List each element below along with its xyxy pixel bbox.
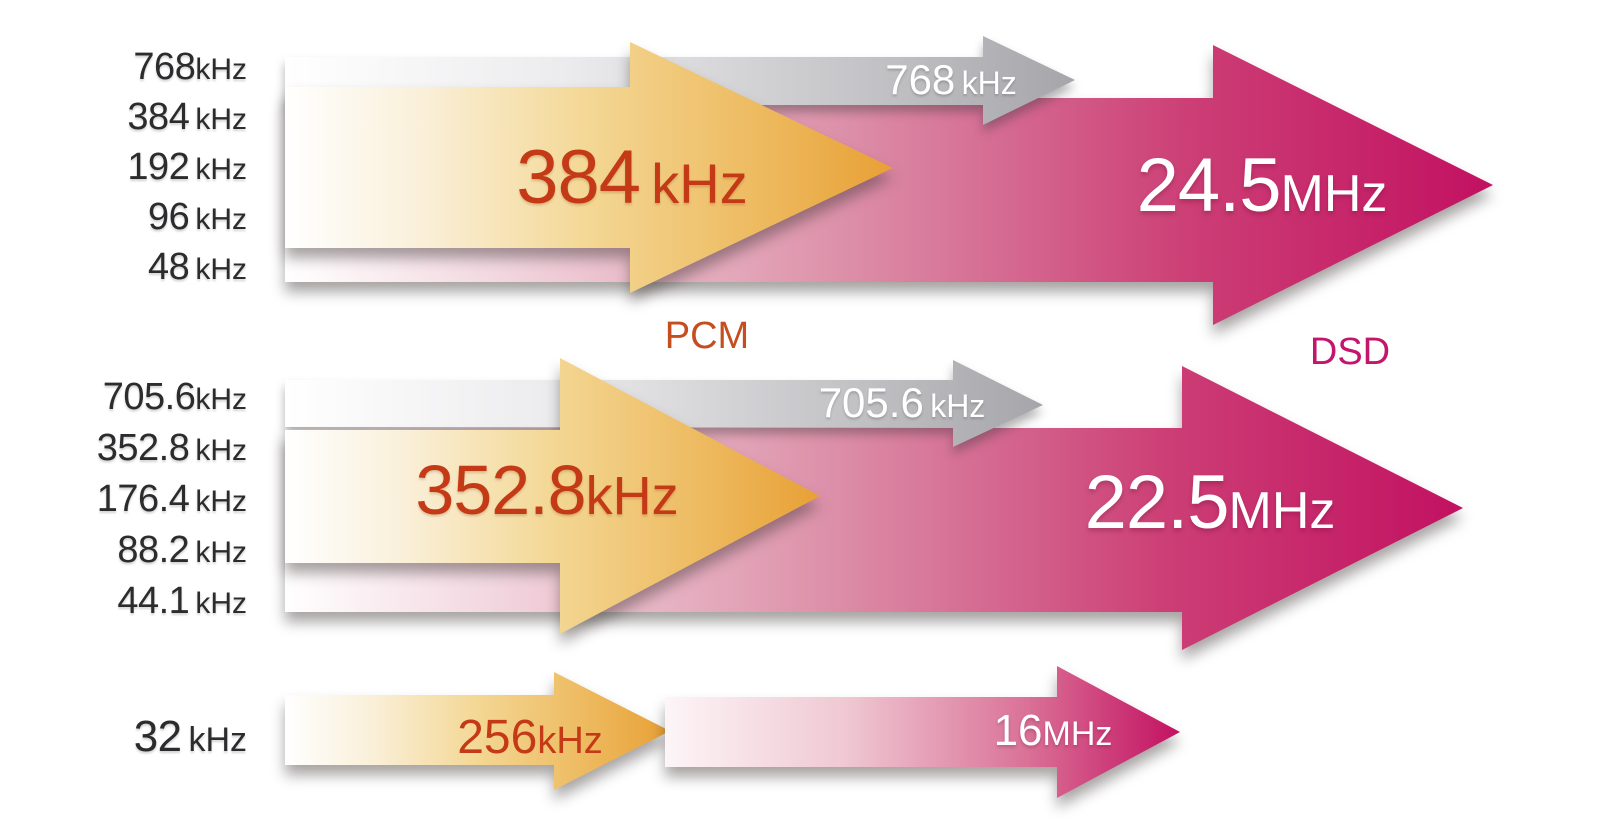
dsd-rate-label-16mhz: 16MHz: [993, 706, 1113, 755]
scale-label-96khz: 96 kHz: [148, 196, 247, 238]
dsd-rate-label-24-5mhz: 24.5MHz: [1136, 143, 1388, 228]
scale-label-48khz: 48 kHz: [148, 246, 247, 288]
legend-pcm: PCM: [664, 315, 750, 357]
scale-48khz-family: 768kHz 384 kHz 192 kHz 96 kHz 48 kHz: [0, 42, 247, 292]
scale-label-705-6khz: 705.6kHz: [102, 376, 247, 418]
scale-44-1khz-family: 705.6kHz 352.8 kHz 176.4 kHz 88.2 kHz 44.1 k…: [0, 372, 247, 627]
pcm-rate-label-256khz: 256kHz: [457, 711, 603, 764]
input-rate-label-705-6khz: 705.6 kHz: [818, 379, 986, 426]
legend-dsd: DSD: [1309, 331, 1391, 373]
input-rate-label-768khz: 768 kHz: [885, 56, 1017, 103]
scale-label-44-1khz: 44.1 kHz: [117, 580, 247, 622]
scale-label-768khz: 768kHz: [133, 46, 247, 88]
scale-label-32khz: 32 kHz: [133, 712, 247, 761]
scale-label-384khz: 384 kHz: [127, 96, 247, 138]
pcm-rate-label-352-8khz: 352.8kHz: [415, 451, 679, 529]
scale-label-176-4khz: 176.4 kHz: [96, 478, 247, 520]
scale-label-88-2khz: 88.2 kHz: [117, 529, 247, 571]
pcm-rate-label-384khz: 384 kHz: [516, 135, 748, 220]
scale-32khz-family: 32 kHz: [0, 713, 247, 761]
dsd-rate-label-22-5mhz: 22.5MHz: [1084, 460, 1336, 545]
scale-label-352-8khz: 352.8 kHz: [96, 427, 247, 469]
scale-label-192khz: 192 kHz: [127, 146, 247, 188]
